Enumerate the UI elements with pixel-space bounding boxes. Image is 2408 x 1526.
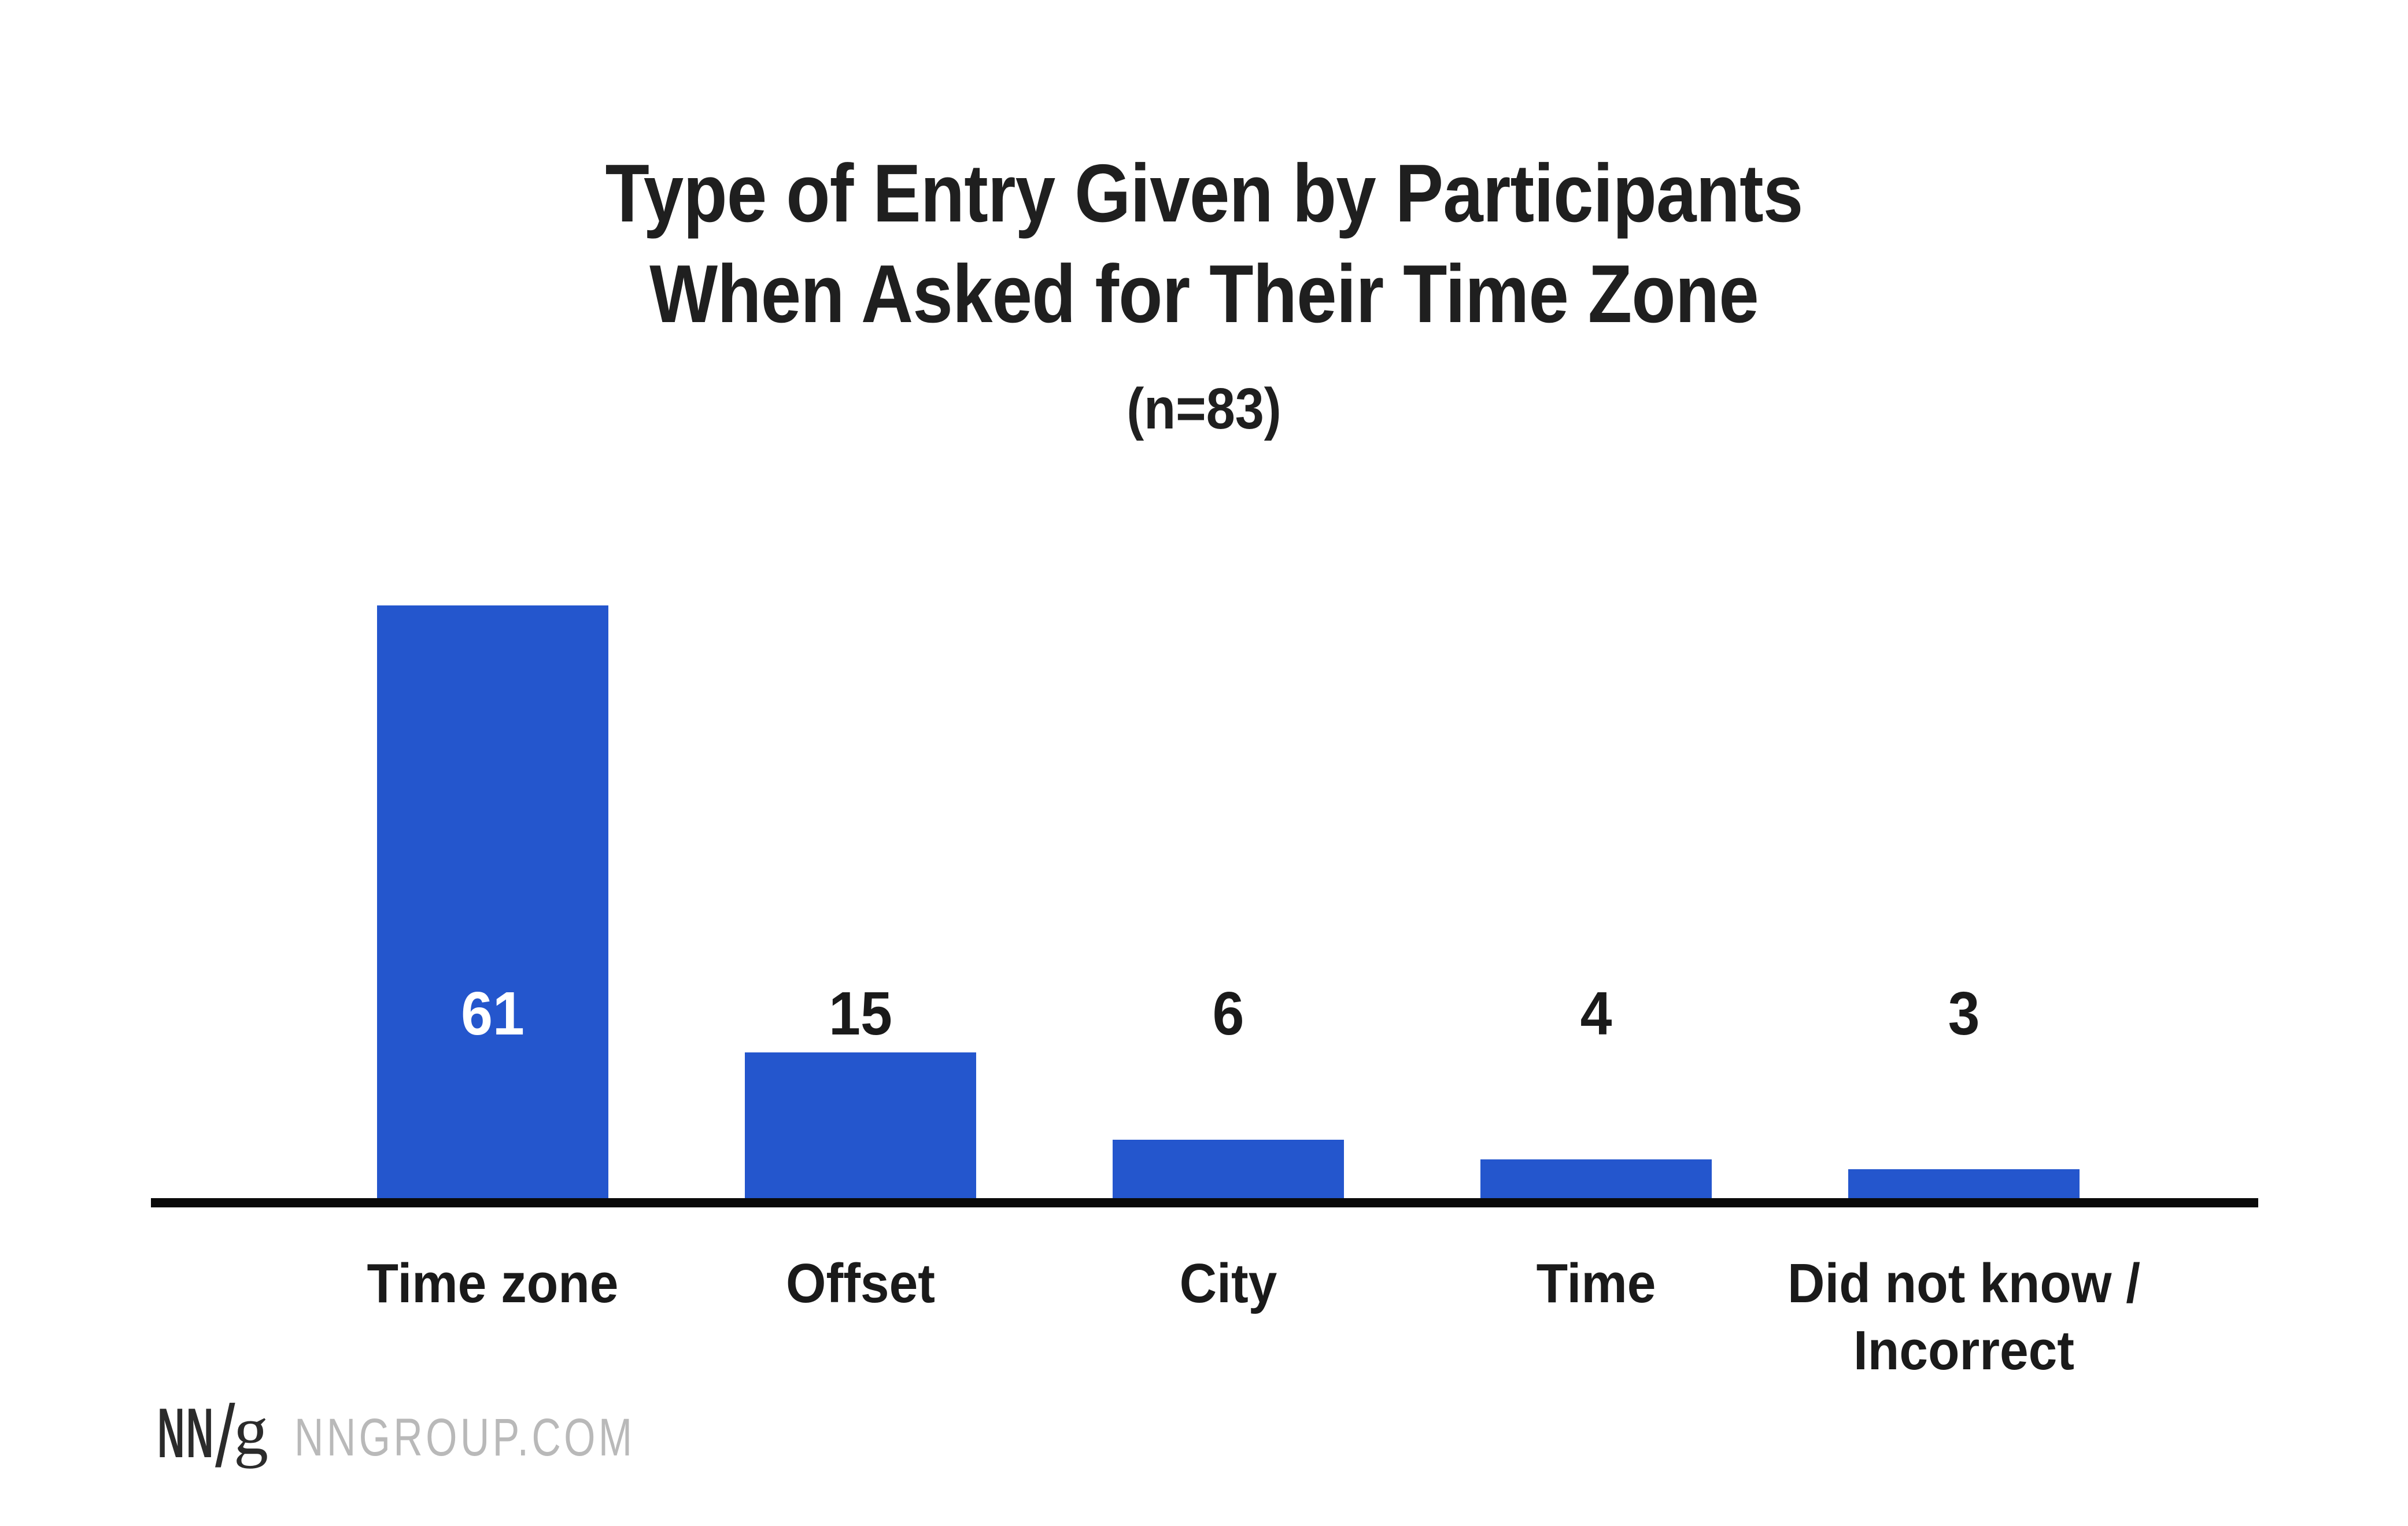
x-axis-category-label-line: Incorrect [1853, 1320, 2075, 1381]
x-axis-category-label: Time [1402, 1250, 1790, 1317]
nng-logo-slash: / [215, 1387, 235, 1486]
bar-value-label: 61 [461, 980, 525, 1048]
chart-subtitle-sample-size: (n=83) [1127, 376, 1281, 441]
bar-offset [745, 1052, 976, 1198]
chart-title: Type of Entry Given by Participants When… [0, 143, 2408, 345]
x-axis-category-label-line: City [1179, 1252, 1277, 1314]
nng-logo-nn: NN [157, 1394, 215, 1472]
bar-value-label: 4 [1580, 980, 1612, 1048]
x-axis-category-label: Time zone [299, 1250, 686, 1317]
nng-logo-g: g [234, 1392, 268, 1469]
bar-time-zone [377, 605, 608, 1198]
x-axis-category-label-line: Offset [786, 1252, 935, 1314]
chart-title-line-1: Type of Entry Given by Participants [605, 147, 1804, 239]
chart-title-line-2: When Asked for Their Time Zone [649, 248, 1759, 340]
bar-city [1113, 1140, 1344, 1198]
footer-website: NNGROUP.COM [294, 1408, 636, 1467]
x-axis-category-label-line: Did not know / [1787, 1252, 2140, 1314]
x-axis-category-label: City [1035, 1250, 1422, 1317]
bar-did-not-know-incorrect [1848, 1169, 2080, 1198]
x-axis-line [151, 1198, 2258, 1207]
x-axis-category-label-line: Time zone [367, 1252, 619, 1314]
bar-value-label: 6 [1212, 980, 1244, 1048]
x-axis-category-label-line: Time [1536, 1252, 1656, 1314]
bar-value-label: 3 [1948, 980, 1980, 1048]
x-axis-category-label: Did not know / Incorrect [1770, 1250, 2158, 1384]
x-axis-category-label: Offset [667, 1250, 1054, 1317]
bar-time [1480, 1159, 1712, 1198]
bar-value-label: 15 [829, 980, 892, 1048]
